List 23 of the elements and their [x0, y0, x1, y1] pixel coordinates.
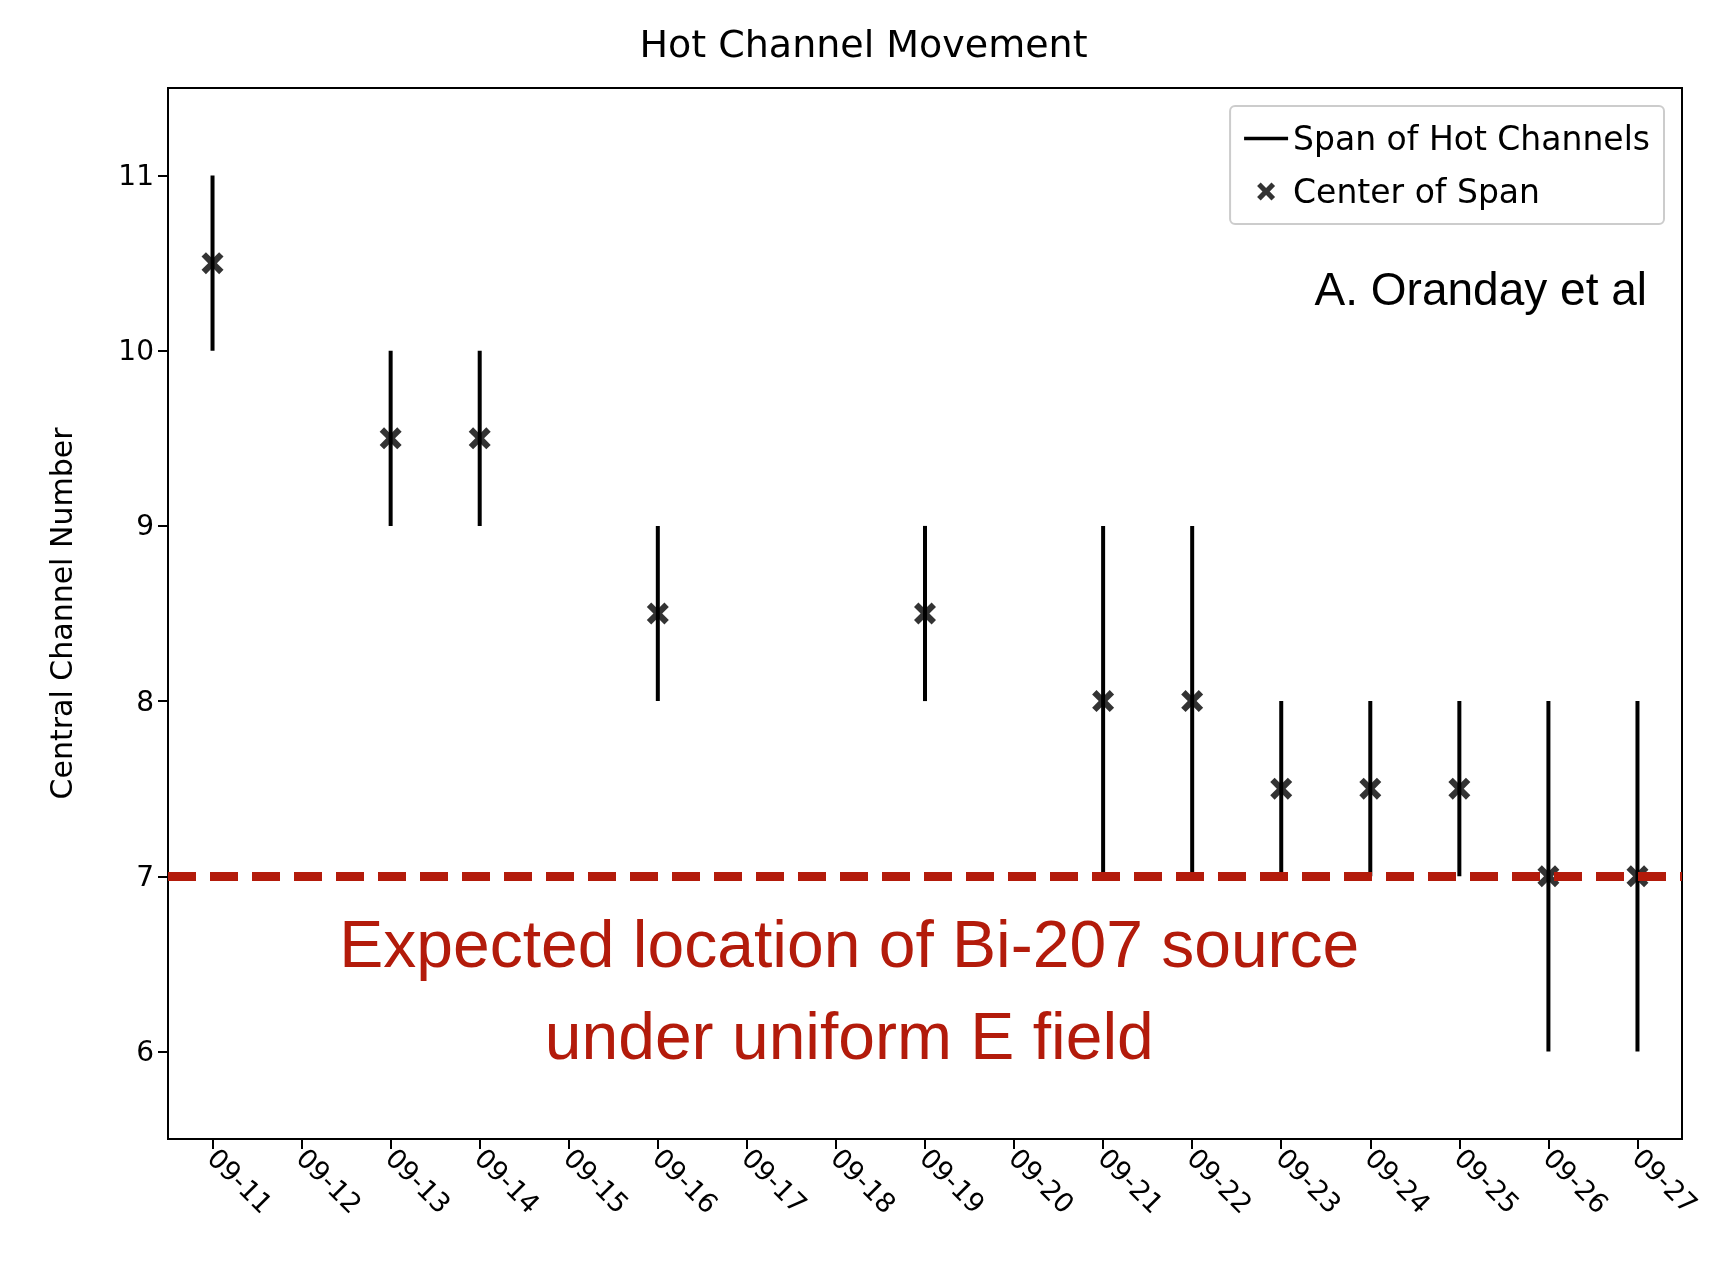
y-tick-label: 6 [136, 1034, 154, 1068]
y-axis-title: Central Channel Number [43, 426, 79, 800]
legend-label: Span of Hot Channels [1293, 119, 1651, 158]
point [468, 427, 491, 450]
y-tick-label: 7 [136, 859, 154, 893]
y-tick-label: 9 [136, 509, 154, 543]
point [646, 602, 669, 625]
point [914, 602, 936, 625]
point [201, 252, 224, 275]
point [1359, 777, 1382, 800]
legend-label: Center of Span [1293, 172, 1540, 211]
chart-title: Hot Channel Movement [639, 22, 1088, 66]
ref-line-label: Expected location of Bi-207 source under uniform E field [339, 907, 1360, 1074]
annotation: A. Oranday et al [1314, 263, 1648, 315]
point [1092, 690, 1115, 713]
y-tick-label: 10 [118, 334, 154, 368]
point [379, 427, 402, 450]
point [1181, 690, 1204, 713]
point [1270, 777, 1293, 800]
point [1448, 777, 1471, 800]
point [1537, 865, 1560, 888]
y-tick-label: 8 [136, 684, 154, 718]
y-tick-label: 11 [118, 159, 154, 193]
